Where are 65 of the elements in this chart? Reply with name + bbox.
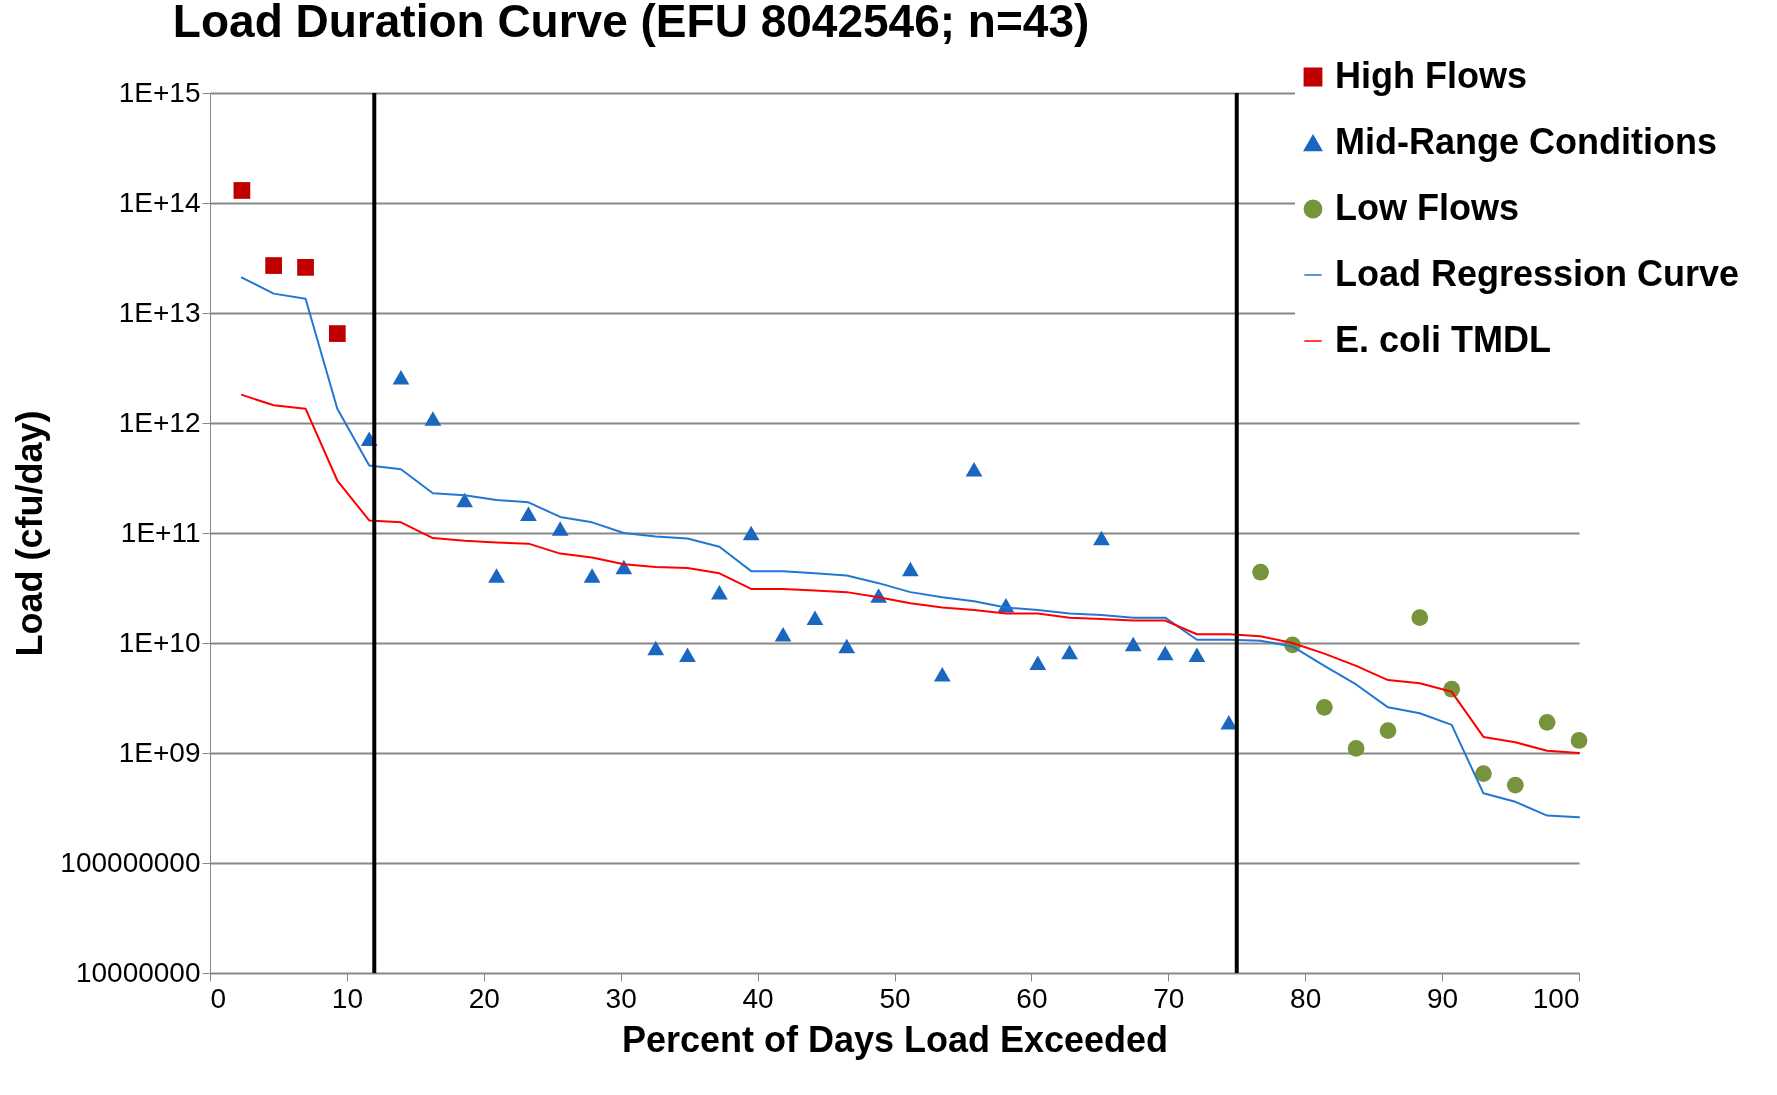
x-tick-label: 10 (331, 982, 363, 1014)
point (1029, 655, 1047, 671)
point (742, 525, 760, 541)
point (456, 492, 473, 508)
point (1188, 647, 1206, 663)
point (1061, 644, 1078, 660)
point (1156, 645, 1174, 661)
point (551, 521, 569, 536)
point (965, 461, 983, 477)
chart-title: Load Duration Curve (EFU 8042546; n=43) (172, 0, 1090, 47)
point (424, 411, 442, 426)
point (711, 584, 728, 600)
point (1252, 563, 1269, 581)
point (1570, 732, 1588, 749)
point (1538, 713, 1556, 731)
y-tick-label: 1E+13 (118, 296, 201, 328)
y-tick-label: 100000000 (60, 846, 201, 878)
x-tick-label: 70 (1153, 982, 1185, 1014)
x-tick-label: 80 (1290, 982, 1322, 1014)
point (233, 182, 251, 199)
point (265, 257, 283, 274)
point (328, 325, 346, 342)
point (838, 638, 856, 654)
point (1506, 776, 1524, 794)
point (806, 610, 824, 625)
y-tick-label: 1E+11 (120, 516, 201, 548)
x-tick-label: 40 (742, 982, 774, 1014)
point (933, 666, 951, 682)
point (488, 568, 505, 583)
y-tick-label: 1E+10 (118, 626, 201, 658)
x-tick-label: 90 (1427, 982, 1459, 1014)
legend-label: High Flows (1335, 55, 1527, 96)
y-tick-label: 1E+14 (118, 186, 201, 218)
line-series (240, 393, 1580, 754)
legend-label: Load Regression Curve (1335, 253, 1740, 294)
x-tick-label: 60 (1016, 982, 1048, 1014)
legend-label: Mid-Range Conditions (1335, 121, 1717, 162)
point (1475, 765, 1492, 782)
y-tick-label: 1E+12 (118, 406, 201, 438)
y-tick-label: 1E+15 (118, 76, 201, 108)
y-axis-title: Load (cfu/day) (9, 410, 51, 657)
x-tick-label: 50 (879, 982, 911, 1014)
point (774, 627, 792, 642)
point (902, 561, 919, 577)
x-tick-label: 100 (1532, 982, 1580, 1014)
point (520, 506, 537, 521)
x-tick-label: 0 (210, 982, 227, 1014)
legend-label: Low Flows (1335, 187, 1519, 228)
y-tick-label: 1E+09 (118, 736, 201, 768)
point (297, 258, 314, 276)
point (1124, 636, 1142, 652)
point (1347, 740, 1365, 757)
point (1316, 699, 1333, 716)
point (1411, 609, 1429, 626)
point (1093, 530, 1110, 546)
legend-label: E. coli TMDL (1335, 319, 1551, 360)
point (392, 370, 410, 385)
x-axis-title: Percent of Days Load Exceeded (621, 1018, 1169, 1060)
x-tick-label: 30 (605, 982, 637, 1014)
point (1379, 722, 1397, 739)
point (583, 568, 601, 583)
point (647, 640, 665, 656)
point (679, 647, 696, 663)
y-tick-label: 10000000 (75, 956, 201, 988)
x-tick-label: 20 (468, 982, 500, 1014)
